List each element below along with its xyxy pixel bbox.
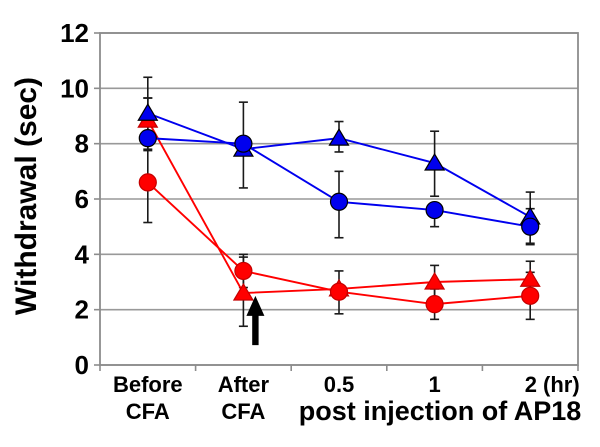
marker-blue-circle [521, 217, 540, 236]
x-category-label: 0.5 [324, 372, 355, 397]
marker-red-circle [521, 286, 540, 305]
y-axis-title: Withdrawal (sec) [10, 77, 43, 315]
x-category-label: 1 [428, 372, 440, 397]
marker-red-circle [138, 173, 157, 192]
marker-blue-circle [329, 192, 349, 211]
marker-red-circle [425, 295, 444, 314]
marker-blue-circle [425, 200, 444, 220]
x-category-label-line2: CFA [126, 399, 170, 424]
marker-blue-triangle [137, 103, 159, 121]
x-category-label: Before [113, 372, 183, 397]
x-axis-title: post injection of AP18 [299, 396, 582, 426]
marker-red-triangle [232, 282, 254, 301]
injection-arrow-annotation [246, 295, 265, 346]
x-category-label-line2: CFA [221, 399, 265, 424]
x-category-label: After [218, 372, 270, 397]
marker-red-circle [234, 261, 253, 281]
marker-red-triangle [519, 269, 541, 287]
y-tick-label: 2 [75, 295, 89, 325]
marker-blue-triangle [328, 127, 350, 146]
marker-blue-triangle [424, 152, 446, 171]
y-tick-label: 4 [75, 239, 90, 269]
y-tick-label: 6 [75, 184, 89, 214]
marker-blue-circle [138, 129, 157, 148]
y-tick-label: 0 [75, 350, 89, 380]
marker-blue-circle [234, 134, 253, 153]
marker-red-triangle [424, 271, 446, 290]
x-category-label: 2 (hr) [525, 372, 580, 397]
y-tick-label: 10 [60, 73, 89, 103]
marker-red-circle [329, 282, 349, 301]
y-tick-label: 8 [75, 129, 89, 159]
plot-border [99, 32, 579, 366]
y-tick-label: 12 [60, 18, 89, 48]
